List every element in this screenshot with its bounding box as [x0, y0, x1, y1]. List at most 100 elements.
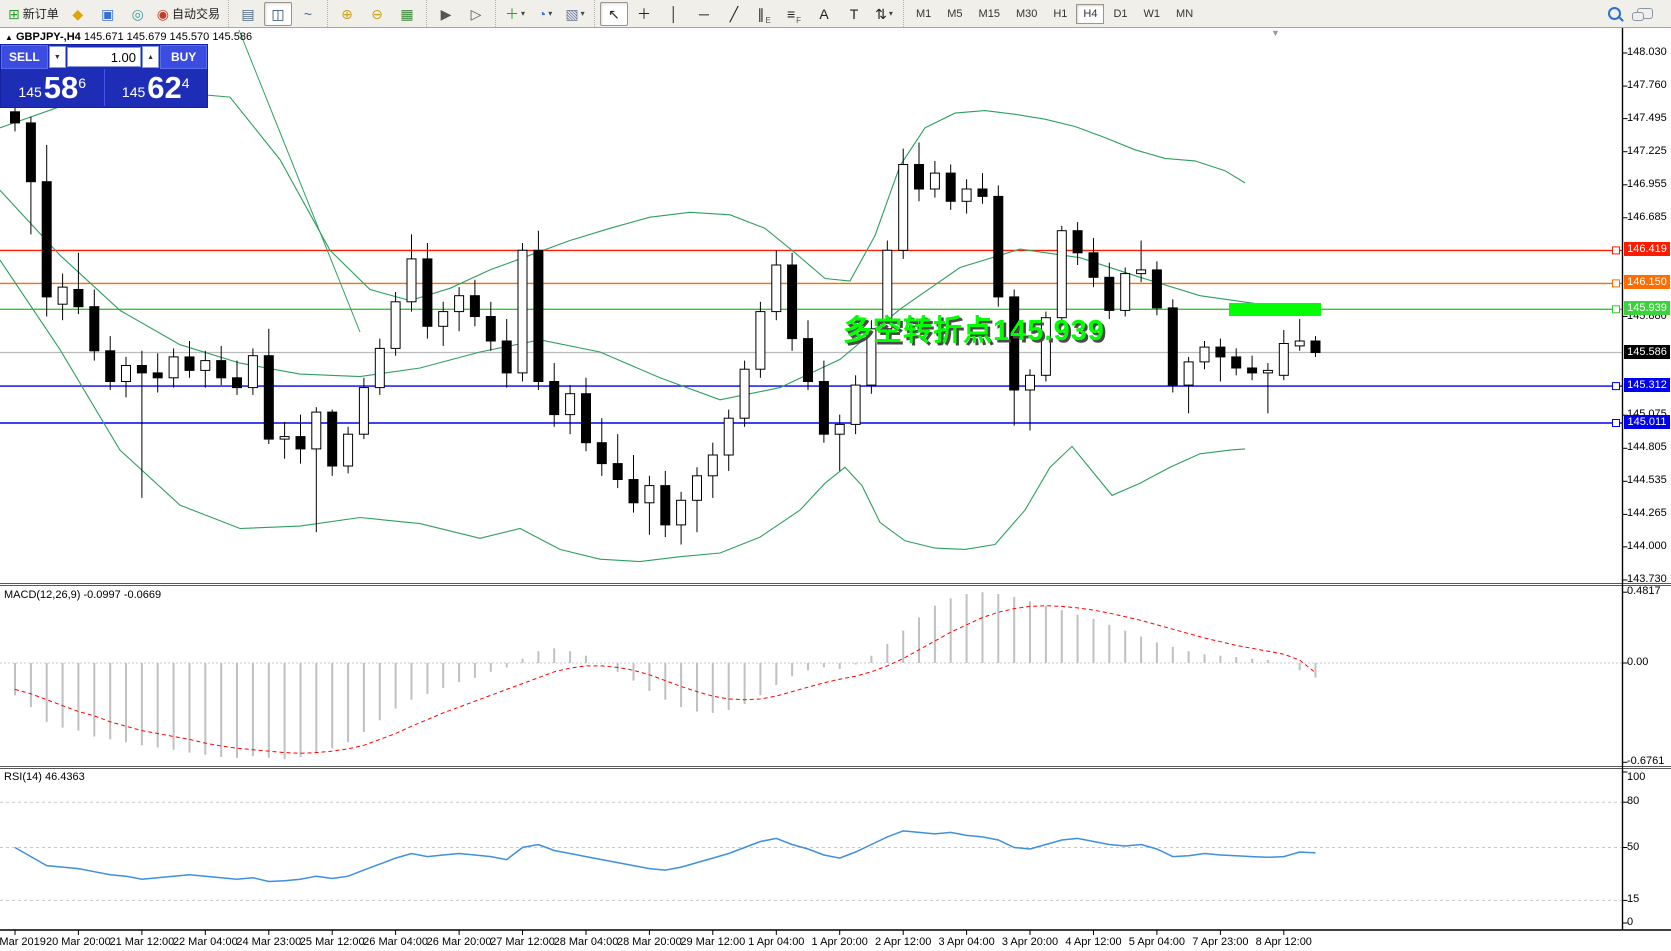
buy-price[interactable]: 145 62 4 [105, 69, 208, 106]
date-axis-label: 27 Mar 12:00 [490, 936, 555, 948]
chart-shift-button[interactable]: ▷ [462, 2, 490, 26]
date-axis-label: 20 Mar 2019 [0, 936, 46, 948]
buy-button[interactable]: BUY [160, 45, 207, 69]
toolbar-right [1600, 7, 1671, 21]
volume-decrease-button[interactable]: ▼ [48, 46, 66, 68]
tf-m1[interactable]: M1 [915, 7, 932, 20]
horizontal-line-button[interactable]: ─ [690, 2, 718, 26]
chart-canvas [0, 28, 1671, 951]
sell-button[interactable]: SELL [1, 45, 48, 69]
cursor-button[interactable]: ↖ [599, 1, 628, 26]
ohlc-values: 145.671 145.679 145.570 145.586 [83, 31, 253, 43]
date-axis-label: 28 Mar 20:00 [616, 936, 682, 948]
volume-input[interactable] [67, 47, 141, 67]
toolbar-group: ⊞ 新订单 ◆ ▣ ◎ ◉ 自动交易 [0, 0, 228, 27]
vertical-line-icon: │ [669, 5, 679, 22]
trendline-button[interactable]: ╱ [720, 2, 748, 26]
date-axis-label: 28 Mar 04:00 [553, 936, 619, 948]
new-order-button-label: 新订单 [22, 7, 59, 21]
one-click-trading-panel: SELL ▼ ▲ BUY 145 58 6 145 62 4 [0, 44, 208, 108]
volume-increase-button[interactable]: ▲ [142, 46, 160, 68]
tf-m5[interactable]: M5 [947, 7, 963, 20]
price-axis-tick: 146.955 [1627, 177, 1667, 190]
bar-chart-icon: ▤ [241, 5, 255, 22]
templates-button[interactable]: ▧ ▾ [561, 2, 589, 26]
chart-annotation-text: 多空转折点145.939 [843, 315, 1105, 347]
chart-shift-marker-icon[interactable]: ▼ [1271, 28, 1280, 38]
signals-icon-icon: ◎ [131, 5, 144, 22]
indicators-icon: ＋ [504, 5, 519, 22]
tf-d1[interactable]: D1 [1113, 7, 1128, 20]
buy-price-pips: 62 [147, 70, 182, 105]
equidistant-channel-icon: ∥ [757, 5, 765, 22]
toolbar-group: ▤ ◫ ~ [227, 0, 327, 27]
tf-m30[interactable]: M30 [1015, 7, 1038, 20]
crosshair-icon: ＋ [636, 5, 651, 22]
autotrading-icon: ◉ [156, 5, 169, 22]
equidistant-channel-button[interactable]: ∥ E [750, 2, 778, 26]
price-axis-tick: 143.730 [1627, 573, 1667, 585]
text-label-button[interactable]: T [840, 2, 868, 26]
price-axis-tick: 144.000 [1627, 539, 1667, 552]
trendline-icon: ╱ [729, 5, 739, 22]
date-axis-label: 25 Mar 12:00 [299, 936, 365, 948]
tf-mn[interactable]: MN [1176, 7, 1194, 20]
chart-header: ▲ GBPJPY-,H4 145.671 145.679 145.570 145… [5, 31, 252, 43]
periods-icon: ◔ [537, 5, 547, 22]
price-level-badge: 145.011 [1624, 415, 1670, 429]
autotrading-button[interactable]: ◉ 自动交易 [154, 2, 223, 26]
vertical-line-button[interactable]: │ [660, 2, 688, 26]
date-axis-label: 1 Apr 04:00 [748, 936, 805, 948]
bar-chart-button[interactable]: ▤ [234, 2, 262, 26]
zoom-out-button[interactable]: ⊖ [363, 2, 391, 26]
terminal-icon-icon: ▣ [101, 5, 115, 22]
crosshair-button[interactable]: ＋ [630, 2, 658, 26]
text-label-icon: T [849, 5, 859, 22]
new-order-button[interactable]: ⊞ 新订单 [5, 2, 62, 26]
dropdown-caret-icon: ▾ [580, 9, 585, 18]
chat-icon[interactable] [1632, 8, 1653, 21]
collapse-arrow-icon[interactable]: ▲ [5, 33, 13, 42]
price-axis-tick: 146.685 [1627, 210, 1667, 223]
date-axis-label: 26 Mar 20:00 [426, 936, 492, 948]
icon-sub-letter: F [796, 15, 802, 25]
alerts-icon[interactable]: ◆ [64, 2, 92, 26]
periods-button[interactable]: ◔ ▾ [531, 2, 559, 26]
date-axis-label: 22 Mar 04:00 [172, 936, 238, 948]
date-axis-label: 26 Mar 04:00 [363, 936, 429, 948]
macd-axis-tick: 0.00 [1627, 656, 1649, 668]
fibonacci-button[interactable]: ≡ F [780, 2, 808, 26]
chart-shift-icon: ▷ [470, 5, 482, 22]
tf-w1[interactable]: W1 [1143, 7, 1161, 20]
arrows-button[interactable]: ⇅ ▾ [870, 2, 898, 26]
zoom-in-button[interactable]: ⊕ [333, 2, 361, 26]
text-button[interactable]: A [810, 2, 838, 26]
zoom-in-icon: ⊕ [341, 5, 353, 22]
price-level-badge: 146.419 [1624, 242, 1670, 257]
sell-price[interactable]: 145 58 6 [1, 69, 105, 106]
candlestick-chart-icon: ◫ [271, 5, 285, 22]
auto-scroll-button[interactable]: ▶ [432, 2, 460, 26]
search-icon[interactable] [1608, 7, 1621, 20]
toolbar-group: ⊕ ⊖ ▦ [326, 0, 426, 27]
symbol-period-label: GBPJPY-,H4 [15, 31, 81, 43]
tf-m15[interactable]: M15 [978, 7, 1000, 20]
buy-price-point: 4 [181, 74, 190, 91]
indicators-button[interactable]: ＋ ▾ [501, 2, 529, 26]
tf-h4[interactable]: H4 [1076, 3, 1105, 24]
autotrading-button-label: 自动交易 [171, 7, 220, 21]
candlestick-chart-button[interactable]: ◫ [263, 1, 292, 26]
tile-windows-icon: ▦ [400, 5, 414, 22]
line-chart-button[interactable]: ~ [294, 2, 322, 26]
price-axis-tick: 144.265 [1627, 507, 1667, 520]
tile-windows-button[interactable]: ▦ [393, 2, 421, 26]
price-level-badge: 145.586 [1624, 344, 1670, 359]
tf-h1[interactable]: H1 [1053, 7, 1068, 20]
new-order-icon: ⊞ [8, 5, 20, 22]
alerts-icon-icon: ◆ [72, 5, 84, 22]
signals-icon[interactable]: ◎ [124, 2, 152, 26]
auto-scroll-icon: ▶ [440, 5, 452, 22]
terminal-icon[interactable]: ▣ [94, 2, 122, 26]
horizontal-line-icon: ─ [699, 5, 709, 22]
macd-axis-tick: -0.6761 [1627, 755, 1665, 768]
